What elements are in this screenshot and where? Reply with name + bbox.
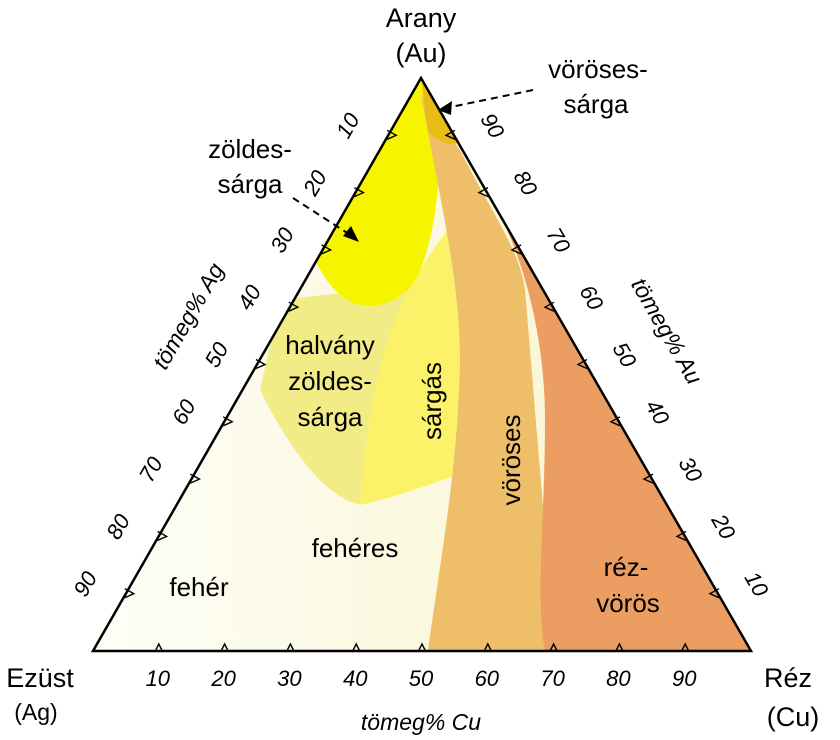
tick-mark [675, 530, 687, 542]
tick-label: 90 [68, 566, 102, 600]
tick-marks [124, 129, 720, 653]
tick-mark [576, 358, 588, 370]
tick-label: 20 [706, 509, 741, 544]
tick-label: 30 [265, 223, 299, 257]
axis-title-au: tömeg% Au [626, 273, 708, 388]
tick-mark [642, 473, 654, 484]
tick-mark [157, 530, 169, 542]
region-sargas [360, 205, 470, 505]
vertex-copper-name: Réz [764, 663, 812, 693]
tick-label: 50 [608, 338, 642, 372]
tick-label: 70 [540, 666, 565, 691]
tick-label: 10 [331, 108, 365, 142]
tick-label: 50 [200, 337, 234, 371]
tick-mark [190, 473, 201, 484]
arrow-heads [343, 101, 452, 242]
tick-mark [354, 186, 365, 198]
tick-mark [417, 642, 427, 653]
tick-label: 70 [542, 223, 576, 257]
label-halvany-1: halvány [285, 330, 375, 360]
tick-label: 80 [509, 166, 543, 200]
tick-label: 50 [409, 666, 434, 691]
region-labels: vöröses- sárga zöldes- sárga halvány zöl… [169, 54, 659, 618]
triangle-outline [90, 75, 754, 653]
tick-label: 40 [343, 666, 368, 691]
label-feheres: fehéres [312, 533, 399, 563]
tick-label: 80 [101, 509, 135, 543]
tick-mark [510, 244, 522, 255]
tick-mark [614, 642, 625, 653]
label-rez-voros-2: vörös [596, 588, 660, 618]
tick-label: 30 [277, 666, 302, 691]
tick-mark [386, 129, 398, 140]
tick-mark [609, 416, 621, 427]
vertex-gold-symbol: (Au) [395, 38, 446, 68]
tick-mark [255, 358, 267, 370]
tick-label: 60 [575, 281, 609, 315]
tick-label: 70 [134, 452, 168, 486]
label-voroses-sarga-1: vöröses- [548, 54, 648, 84]
label-halvany-2: zöldes- [288, 366, 372, 396]
label-rez-voros-1: réz- [604, 552, 649, 582]
tick-label: 60 [475, 666, 500, 691]
tick-mark [285, 642, 296, 653]
label-feher: fehér [169, 572, 229, 602]
vertex-silver-symbol: (Ag) [14, 699, 57, 725]
tick-mark [708, 588, 720, 599]
tick-label: 90 [476, 109, 510, 143]
axis-title-cu: tömeg% Cu [361, 709, 481, 735]
vertex-gold-name: Arany [386, 3, 457, 33]
label-zoldes-sarga-1: zöldes- [208, 134, 292, 164]
tick-mark [219, 642, 230, 653]
tick-mark [222, 416, 234, 427]
tick-label: 80 [606, 666, 631, 691]
tick-label: 10 [740, 567, 774, 601]
label-halvany-3: sárga [297, 402, 363, 432]
label-sargas: sárgás [417, 362, 447, 440]
tick-mark [548, 642, 559, 653]
tick-mark [124, 588, 136, 599]
tick-label: 60 [167, 395, 201, 429]
vertex-silver-name: Ezüst [6, 663, 74, 693]
vertex-right-label: Réz (Cu) [764, 663, 819, 732]
annotation-arrows [292, 89, 534, 237]
region-zoldes-sarga [305, 78, 440, 306]
tick-mark [477, 186, 489, 198]
tick-label: 40 [232, 280, 266, 314]
tick-label: 90 [672, 666, 697, 691]
tick-label: 20 [210, 666, 236, 691]
tick-mark [444, 129, 456, 140]
tick-mark [351, 642, 361, 653]
label-zoldes-sarga-2: sárga [217, 169, 283, 199]
region-voroses [421, 95, 555, 651]
tick-label: 30 [674, 452, 708, 486]
vertex-top-label: Arany (Au) [386, 3, 457, 68]
tick-mark [154, 642, 164, 653]
tick-label: 40 [641, 395, 675, 429]
tick-mark [680, 642, 690, 653]
tick-mark [288, 301, 300, 312]
tick-label: 10 [146, 666, 171, 691]
tick-mark [483, 642, 493, 653]
label-voroses-sarga-2: sárga [563, 89, 629, 119]
tick-mark [543, 301, 555, 312]
tick-mark [321, 244, 333, 255]
vertex-copper-symbol: (Cu) [767, 702, 820, 732]
vertex-left-label: Ezüst (Ag) [6, 663, 74, 725]
tick-label: 20 [297, 165, 332, 200]
label-voroses: vöröses [496, 414, 526, 505]
